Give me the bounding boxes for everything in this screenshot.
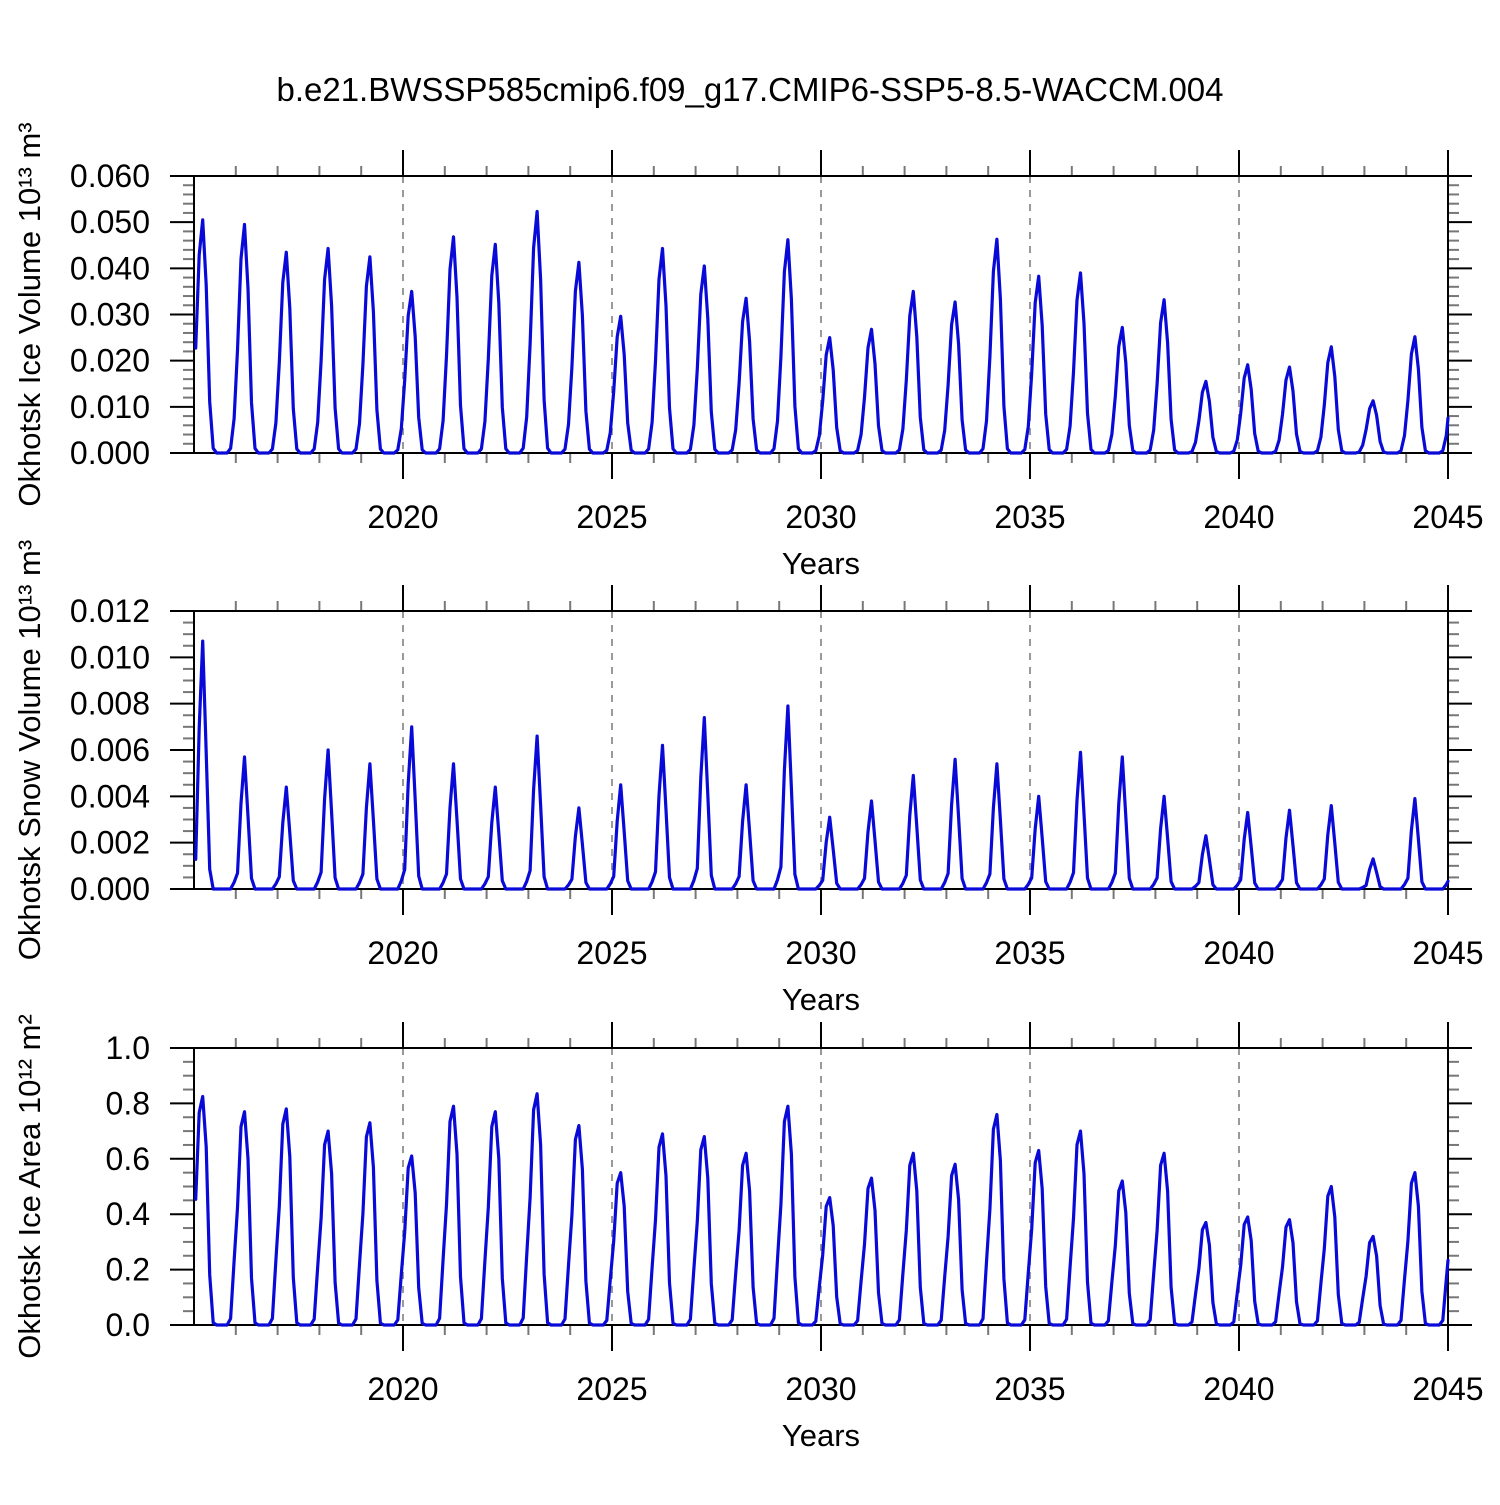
panel-2-y-tick-label: 0.004 xyxy=(70,778,150,814)
panel-1-y-tick-label: 0.040 xyxy=(70,250,150,286)
panel-1-frame xyxy=(193,175,1449,454)
panel-3-y-tick-label: 1.0 xyxy=(106,1030,150,1066)
panel-3-ticks xyxy=(170,1022,1472,1351)
panel-1-x-tick-label: 2020 xyxy=(367,499,438,535)
panel-3-x-tick-label: 2045 xyxy=(1412,1371,1483,1407)
panel-2-y-tick-label: 0.006 xyxy=(70,732,150,768)
panel-3-y-tick-label: 0.0 xyxy=(106,1307,150,1343)
panel-1-x-tick-label: 2035 xyxy=(994,499,1065,535)
panel-1-x-tick-label: 2040 xyxy=(1203,499,1274,535)
panel-1-x-tick-label: 2030 xyxy=(785,499,856,535)
panel-3-y-tick-label: 0.6 xyxy=(106,1141,150,1177)
panel-2-x-tick-label: 2035 xyxy=(994,935,1065,971)
panel-2-x-tick-label: 2025 xyxy=(576,935,647,971)
panel-1-x-tick-label: 2045 xyxy=(1412,499,1483,535)
panel-1-data-line xyxy=(194,209,1450,455)
panel-2-y-tick-label: 0.002 xyxy=(70,825,150,861)
panel-2-y-axis-title: Okhotsk Snow Volume 10¹³ m³ xyxy=(12,540,47,960)
panel-3: 0.0 0.2 0.4 0.6 0.8 1.0 2020 2025 2030 2035 2040 20… xyxy=(12,1014,1484,1453)
panel-3-y-tick-label: 0.4 xyxy=(106,1196,150,1232)
panel-1-y-tick-label: 0.030 xyxy=(70,297,150,333)
panel-3-y-tick-label: 0.2 xyxy=(106,1252,150,1288)
panel-2-labels: 0.000 0.002 0.004 0.006 0.008 0.010 0.012 2020 2… xyxy=(12,540,1484,1017)
panel-1-labels: 0.000 0.010 0.020 0.030 0.040 0.050 0.060 2020 2… xyxy=(12,122,1484,581)
panel-2-ticks xyxy=(170,585,1472,915)
panel-3-data-line xyxy=(194,1092,1450,1327)
panel-1-y-tick-label: 0.050 xyxy=(70,204,150,240)
panel-3-x-tick-label: 2020 xyxy=(367,1371,438,1407)
panel-2-x-tick-label: 2020 xyxy=(367,935,438,971)
panel-2-frame xyxy=(193,610,1449,890)
panel-2-x-axis-title: Years xyxy=(782,982,860,1017)
panel-2-data-line xyxy=(194,639,1450,891)
panel-2-y-tick-label: 0.012 xyxy=(70,593,150,629)
panel-1-ticks xyxy=(170,150,1472,479)
panel-3-x-tick-label: 2030 xyxy=(785,1371,856,1407)
panel-2-x-tick-label: 2040 xyxy=(1203,935,1274,971)
panel-2-x-tick-label: 2045 xyxy=(1412,935,1483,971)
panel-3-x-tick-label: 2040 xyxy=(1203,1371,1274,1407)
panel-1-y-tick-label: 0.010 xyxy=(70,389,150,425)
panel-1-x-axis-title: Years xyxy=(782,546,860,581)
figure-title: b.e21.BWSSP585cmip6.f09_g17.CMIP6-SSP5-8… xyxy=(276,71,1224,108)
panel-1: 0.000 0.010 0.020 0.030 0.040 0.050 0.060 2020 2… xyxy=(12,122,1484,581)
panel-2-y-tick-label: 0.000 xyxy=(70,871,150,907)
panel-3-frame xyxy=(193,1047,1449,1326)
panel-2-y-tick-label: 0.008 xyxy=(70,686,150,722)
panel-2-gridlines xyxy=(402,611,1240,889)
panel-2: 0.000 0.002 0.004 0.006 0.008 0.010 0.012 2020 2… xyxy=(12,540,1484,1017)
panel-3-y-tick-label: 0.8 xyxy=(106,1085,150,1121)
panel-3-x-tick-label: 2025 xyxy=(576,1371,647,1407)
panel-3-x-axis-title: Years xyxy=(782,1418,860,1453)
panel-2-y-tick-label: 0.010 xyxy=(70,639,150,675)
panel-3-labels: 0.0 0.2 0.4 0.6 0.8 1.0 2020 2025 2030 2035 2040 20… xyxy=(12,1014,1484,1453)
panel-1-x-tick-label: 2025 xyxy=(576,499,647,535)
panel-1-y-tick-label: 0.000 xyxy=(70,435,150,471)
panel-1-y-tick-label: 0.020 xyxy=(70,343,150,379)
panel-1-y-axis-title: Okhotsk Ice Volume 10¹³ m³ xyxy=(12,122,47,506)
panel-1-y-tick-label: 0.060 xyxy=(70,158,150,194)
panel-3-y-axis-title: Okhotsk Ice Area 10¹² m² xyxy=(12,1014,47,1359)
panel-2-x-tick-label: 2030 xyxy=(785,935,856,971)
panel-3-x-tick-label: 2035 xyxy=(994,1371,1065,1407)
